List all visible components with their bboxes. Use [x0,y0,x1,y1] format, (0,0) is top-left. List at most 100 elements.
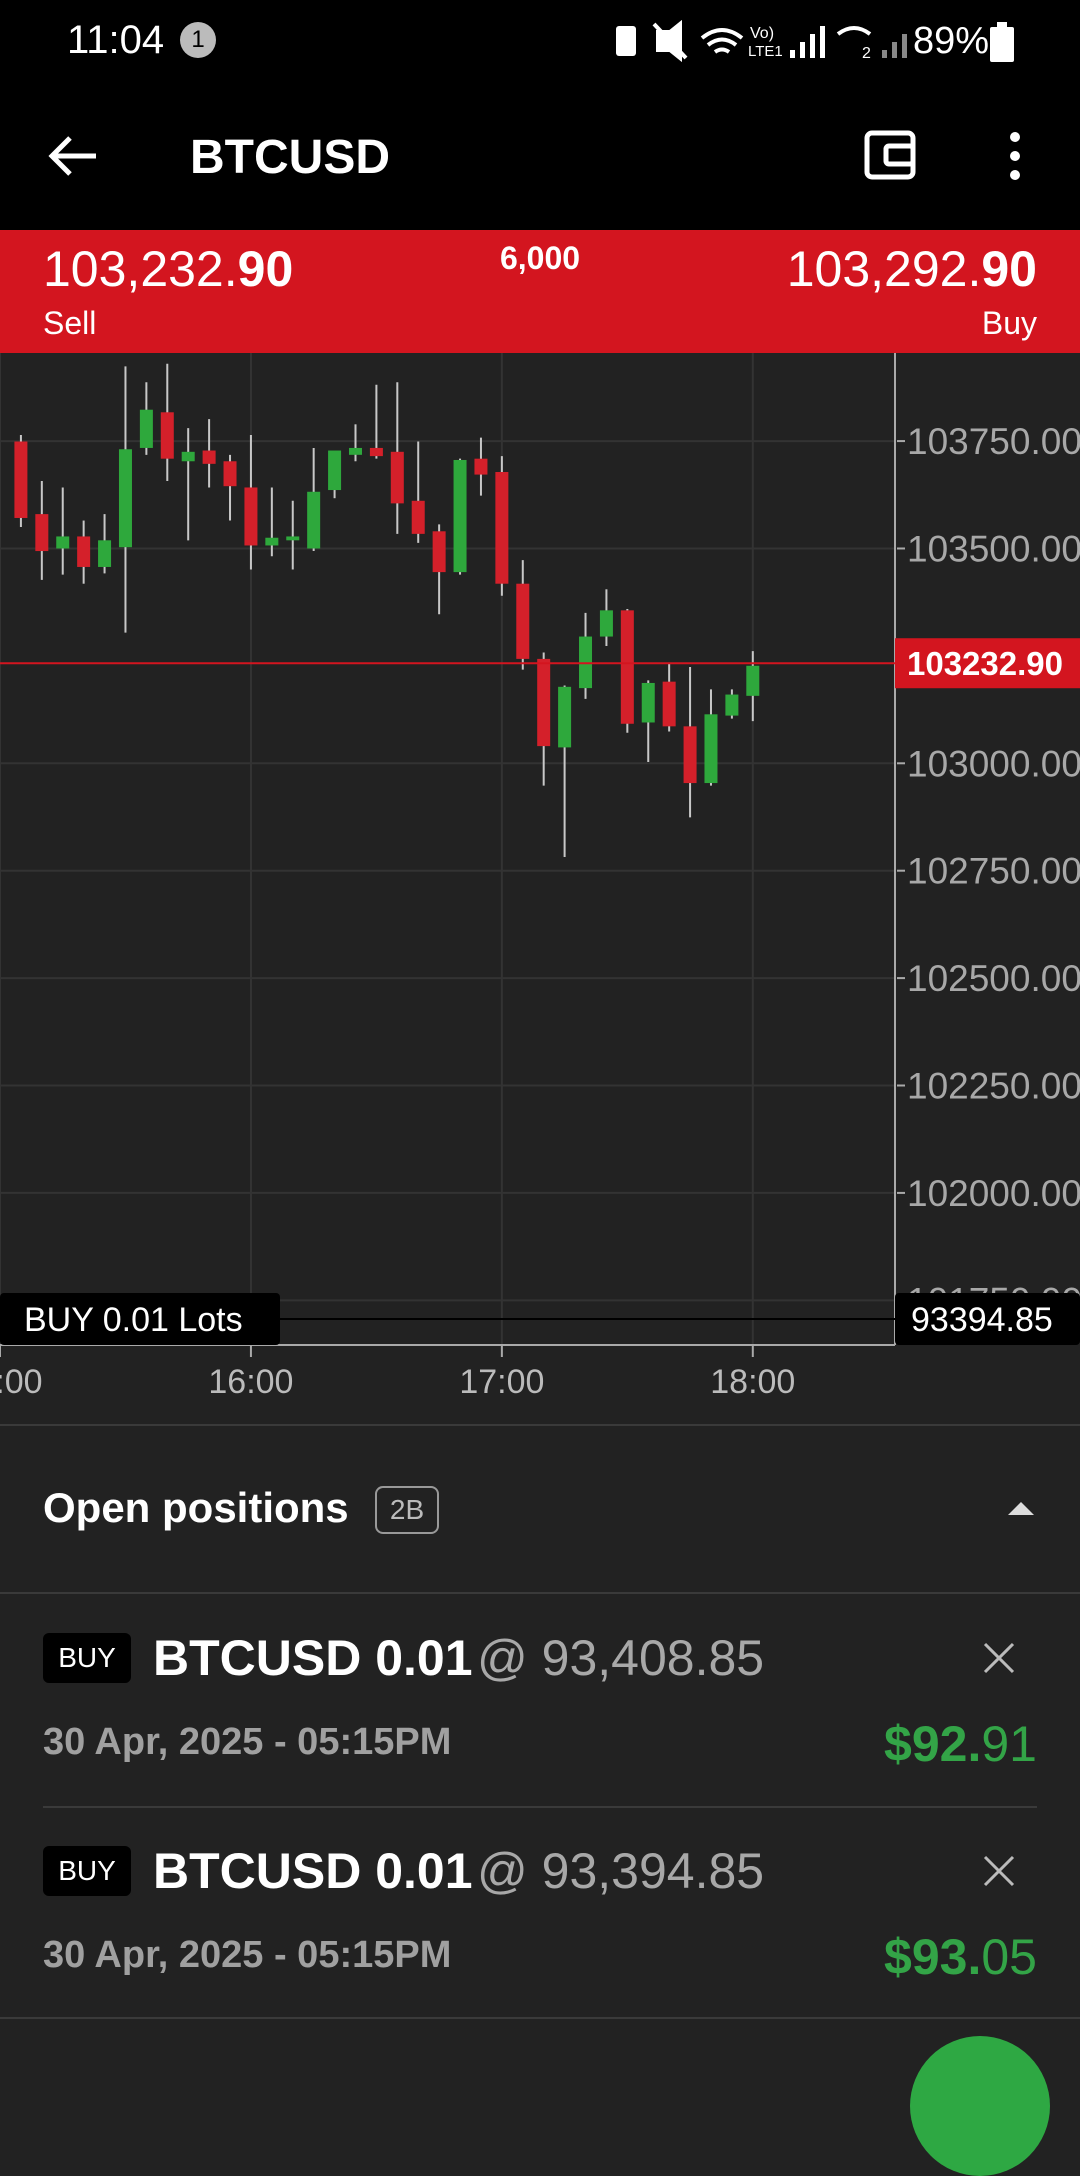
buy-label: Buy [981,305,1037,341]
position-price-tag [895,1293,1080,1345]
battery-level: 89% [913,20,990,62]
position-entry-price: @ 93,394.85 [476,1843,765,1899]
position-price: 93394.85 [911,1301,1053,1339]
pnl-main: $93. [884,1929,982,1985]
sell-label: Sell [43,305,97,341]
candle-body [35,514,49,552]
candle-body [725,694,739,716]
svg-text:Vo): Vo) [750,25,774,42]
clock: 11:04 [67,18,165,62]
x-tick-label: 16:00 [208,1363,293,1401]
candle-body [704,714,718,784]
position-tag [0,1293,280,1345]
sell-price-decimals: 90 [237,241,294,297]
candle-body [683,726,697,784]
current-price-tag [895,638,1080,689]
x-tick-label: 18:00 [710,1363,795,1401]
divider [0,1592,1080,1594]
candle-body [537,658,551,747]
svg-text:LTE1: LTE1 [748,43,783,60]
candle-body [56,536,70,549]
position-time: 30 Apr, 2025 - 05:15PM [43,1934,452,1976]
candle-body [265,537,279,546]
candle-body [495,472,509,584]
candle-body [641,682,655,723]
candle-body [286,536,300,541]
side-badge: BUY [43,1633,131,1683]
candle-body [390,451,404,504]
pnl-decimals: 05 [981,1929,1037,1985]
current-price-label: 103232.90 [907,645,1063,682]
y-tick-label: 102250.00 [907,1066,1080,1107]
menu-button[interactable] [1005,130,1025,182]
symbol-title: BTCUSD [190,131,390,184]
candle-body [369,447,383,457]
candle-body [474,458,488,475]
price-chart: 103750.00 103500.00 103000.00 102750.00 1025… [0,353,1080,1424]
svg-text:2: 2 [862,45,871,62]
candle-body [118,449,132,548]
pnl-decimals: 91 [981,1716,1037,1772]
sell-price[interactable]: 103,232.90 [43,240,293,298]
notification-badge: 1 [180,22,216,58]
candle-body [244,487,258,546]
candle-body [348,447,362,455]
candle-body [14,441,28,518]
candle-body [746,665,760,696]
x-tick-label: 15:00 [0,1363,43,1401]
candle-body [223,461,237,487]
status-bar: 11:04 1 Vo) LTE1 2 89% [0,0,1080,90]
candle-body [98,540,112,567]
candle-body [411,500,425,534]
candle-body [181,451,195,462]
quote-bar: 103,232.90 Sell 6,000 103,292.90 Buy [0,230,1080,353]
y-tick-label: 102500.00 [907,958,1080,999]
plot-background [0,353,1080,1424]
battery-icon [990,22,1014,62]
back-button[interactable] [48,135,100,177]
candle-body [558,686,572,748]
spread: 6,000 [499,240,581,276]
position-time: 30 Apr, 2025 - 05:15PM [43,1721,452,1763]
position-label: BUY 0.01 Lots [24,1301,243,1339]
side-badge: BUY [43,1846,131,1896]
divider [43,1806,1037,1808]
candle-body [202,450,216,464]
position-title[interactable]: BTCUSD 0.01 @ 93,394.85 [153,1842,764,1900]
position-symbol: BTCUSD 0.01 [153,1843,473,1899]
new-order-button[interactable] [910,2036,1050,2176]
candle-body [77,536,91,567]
candle-body [453,459,467,573]
y-tick-label: 102000.00 [907,1173,1080,1214]
candle-body [599,610,613,637]
collapse-toggle[interactable] [1006,1498,1036,1518]
y-tick-label: 103750.00 [907,421,1080,462]
wallet-button[interactable] [864,130,918,180]
sell-price-main: 103,232. [43,241,238,297]
buy-price-main: 103,292. [786,241,982,297]
candle-body [307,491,321,549]
x-tick-label: 17:00 [459,1363,544,1401]
buy-price[interactable]: 103,292.90 [787,240,1037,298]
divider [0,2017,1080,2019]
y-tick-label: 102750.00 [907,851,1080,892]
position-entry-price: @ 93,408.85 [476,1630,765,1686]
candle-body [160,412,174,459]
buy-price-decimals: 90 [981,241,1037,297]
close-position-button[interactable] [982,1854,1016,1888]
open-positions-title: Open positions [43,1484,349,1531]
y-tick-label: 103500.00 [907,528,1080,569]
pnl-main: $92. [884,1716,982,1772]
status-icons: Vo)LTE1 2 [616,20,907,63]
y-tick-label: 103000.00 [907,743,1080,784]
position-pnl: $92.91 [884,1715,1037,1773]
candle-body [516,583,530,659]
position-title[interactable]: BTCUSD 0.01 @ 93,408.85 [153,1629,764,1687]
position-pnl: $93.05 [884,1928,1037,1986]
candle-body [432,531,446,573]
candle-body [662,681,676,727]
candle-body [620,610,634,724]
close-position-button[interactable] [982,1641,1016,1675]
positions-count-badge: 2B [375,1486,439,1534]
